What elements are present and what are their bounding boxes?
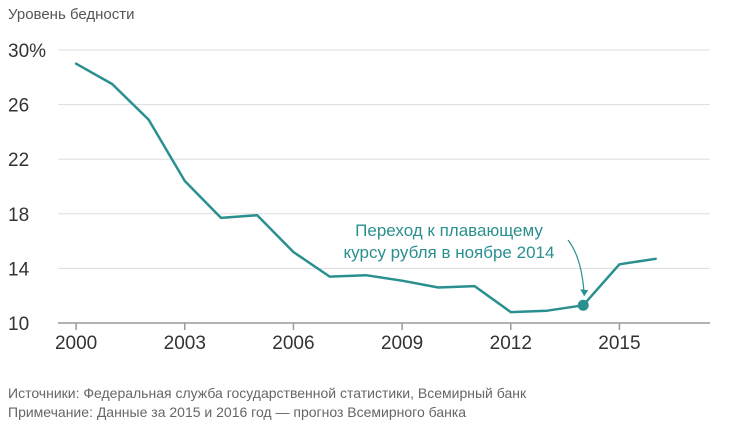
y-tick-label: 26 — [8, 96, 29, 117]
annotation-arrow — [567, 239, 585, 296]
annotation-group: Переход к плавающему курсу рубля в ноябре… — [344, 221, 589, 311]
annotation-text: Переход к плавающему — [355, 221, 543, 240]
y-tick-label: 30% — [8, 41, 46, 62]
series-group — [74, 62, 657, 314]
x-tick-label: 2015 — [598, 333, 640, 354]
gridlines — [58, 49, 710, 324]
annotation-text: курсу рубля в ноябре 2014 — [344, 243, 555, 262]
y-tick-labels: 30% 26 22 18 14 10 — [8, 41, 46, 335]
y-tick-label: 22 — [8, 150, 29, 171]
series-line — [74, 62, 657, 314]
footer-sources: Источники: Федеральная служба государств… — [8, 385, 527, 401]
x-tick-label: 2012 — [490, 333, 532, 354]
y-tick-label: 14 — [8, 259, 30, 280]
annotation-arrowhead — [580, 289, 589, 297]
x-tick-labels: 2000 2003 2006 2009 2012 2015 — [55, 323, 641, 354]
y-tick-label: 18 — [8, 205, 29, 226]
y-tick-label: 10 — [8, 314, 29, 335]
x-tick-label: 2003 — [164, 333, 206, 354]
annotation-marker — [577, 299, 589, 311]
x-tick-label: 2009 — [381, 333, 423, 354]
footer-note: Примечание: Данные за 2015 и 2016 год — … — [8, 404, 467, 420]
x-tick-label: 2006 — [272, 333, 314, 354]
x-tick-label: 2000 — [55, 333, 97, 354]
y-axis-title: Уровень бедности — [8, 6, 135, 23]
